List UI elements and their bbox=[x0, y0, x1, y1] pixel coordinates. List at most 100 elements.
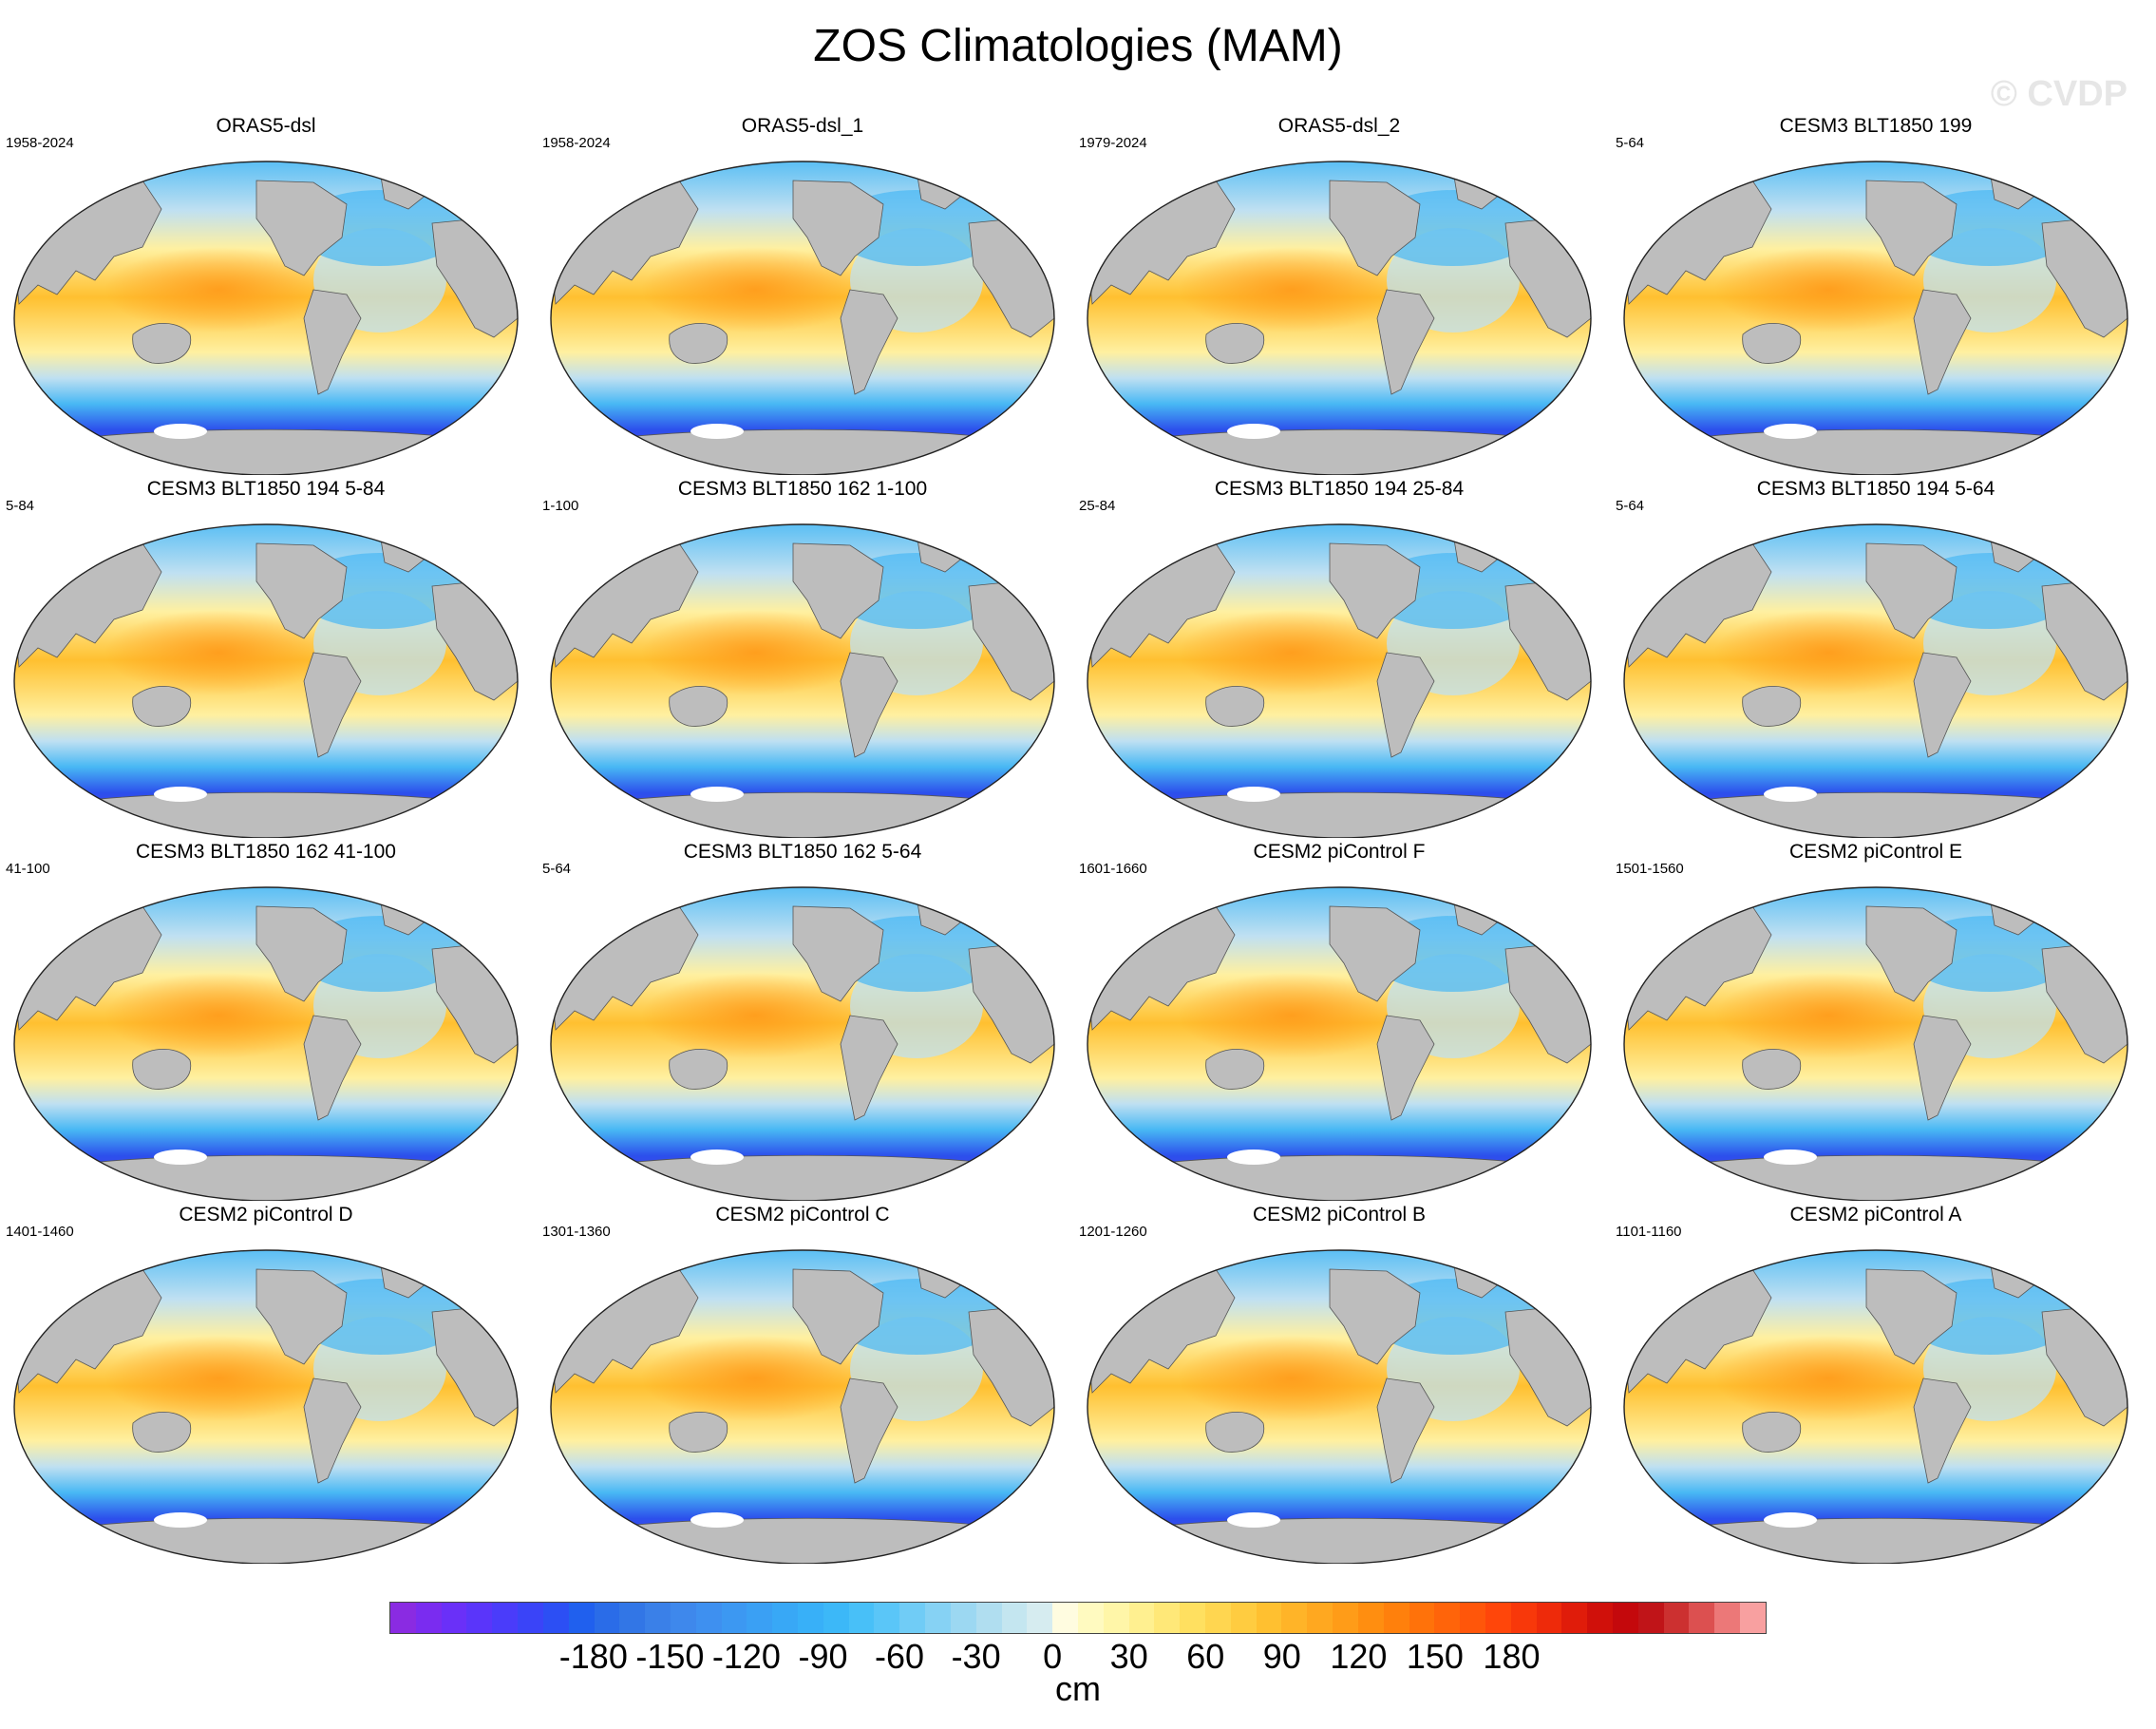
land-north-america bbox=[792, 542, 884, 639]
land-north-america bbox=[792, 905, 884, 1002]
land-australia bbox=[1742, 1411, 1802, 1453]
panel-years: 5-84 bbox=[6, 498, 35, 514]
map-panel: CESM3 BLT1850 162 41-100 41-100 bbox=[0, 840, 532, 1201]
land-antarctica bbox=[554, 791, 1050, 838]
land-australia bbox=[669, 1048, 728, 1090]
colorbar-swatch bbox=[1357, 1603, 1384, 1633]
colorbar-swatch bbox=[542, 1603, 569, 1633]
panel-title: ORAS5-dsl bbox=[216, 115, 316, 137]
panel-years: 1501-1560 bbox=[1616, 861, 1684, 877]
map-panel: CESM2 piControl D 1401-1460 bbox=[0, 1203, 532, 1564]
map-svg bbox=[13, 1249, 519, 1564]
panel-title: CESM2 piControl B bbox=[1252, 1204, 1427, 1226]
colorbar-swatch bbox=[899, 1603, 926, 1633]
land-north-america bbox=[1329, 905, 1421, 1002]
colorbar-swatch bbox=[823, 1603, 849, 1633]
panel-years: 1958-2024 bbox=[542, 135, 611, 151]
panel-title: ORAS5-dsl_1 bbox=[741, 115, 864, 137]
land-antarctica bbox=[1090, 1154, 1587, 1201]
land-north-america bbox=[1865, 1268, 1957, 1365]
colorbar-swatch bbox=[1205, 1603, 1231, 1633]
land-south-america bbox=[303, 1378, 362, 1484]
map-svg bbox=[550, 523, 1055, 838]
land-south-america bbox=[1376, 652, 1435, 758]
colorbar-swatch bbox=[568, 1603, 595, 1633]
colorbar-tick-label: 150 bbox=[1406, 1637, 1464, 1676]
colorbar-swatch bbox=[1613, 1603, 1638, 1633]
map-panel: CESM2 piControl F 1601-1660 bbox=[1073, 840, 1605, 1201]
land-antarctica bbox=[17, 1517, 514, 1564]
panel-title: CESM3 BLT1850 194 25-84 bbox=[1214, 478, 1465, 500]
panel-title: CESM2 piControl A bbox=[1789, 1204, 1962, 1226]
colorbar-swatch bbox=[1536, 1603, 1562, 1633]
land-antarctica bbox=[17, 428, 514, 475]
land-australia bbox=[1742, 1048, 1802, 1090]
land-south-america bbox=[303, 652, 362, 758]
map-svg bbox=[1087, 886, 1592, 1201]
colorbar-swatch bbox=[492, 1603, 519, 1633]
colorbar-tick-label: -60 bbox=[875, 1637, 925, 1676]
colorbar-swatch bbox=[1077, 1603, 1104, 1633]
land-south-america bbox=[1913, 289, 1972, 395]
colorbar-swatch bbox=[1460, 1603, 1485, 1633]
colorbar-swatch bbox=[1510, 1603, 1537, 1633]
map-svg bbox=[550, 886, 1055, 1201]
map-svg bbox=[1623, 1249, 2128, 1564]
land-australia bbox=[669, 322, 728, 364]
land-south-america bbox=[1376, 1015, 1435, 1121]
map-panel: CESM2 piControl E 1501-1560 bbox=[1610, 840, 2142, 1201]
colorbar-swatch bbox=[1027, 1603, 1053, 1633]
panel-title: CESM3 BLT1850 162 41-100 bbox=[136, 841, 396, 863]
land-south-america bbox=[840, 652, 898, 758]
panel-years: 5-64 bbox=[1616, 135, 1645, 151]
land-north-america bbox=[792, 180, 884, 276]
colorbar-swatch bbox=[466, 1603, 493, 1633]
colorbar-swatch bbox=[1409, 1603, 1435, 1633]
map-svg bbox=[1623, 161, 2128, 475]
panel-title: CESM3 BLT1850 199 bbox=[1779, 115, 1973, 137]
map-panel: CESM3 BLT1850 194 5-84 5-84 bbox=[0, 477, 532, 838]
map-panel: CESM3 BLT1850 194 25-84 25-84 bbox=[1073, 477, 1605, 838]
land-antarctica bbox=[1090, 791, 1587, 838]
colorbar-swatch bbox=[798, 1603, 823, 1633]
colorbar-swatch bbox=[772, 1603, 798, 1633]
land-north-america bbox=[1329, 180, 1421, 276]
land-north-america bbox=[1865, 905, 1957, 1002]
colorbar-tick-label: -150 bbox=[635, 1637, 705, 1676]
panel-years: 1979-2024 bbox=[1079, 135, 1147, 151]
land-north-america bbox=[255, 180, 348, 276]
panel-title: CESM2 piControl E bbox=[1788, 841, 1963, 863]
land-antarctica bbox=[1627, 791, 2124, 838]
colorbar-tick-label: 120 bbox=[1330, 1637, 1388, 1676]
colorbar-swatch bbox=[594, 1603, 620, 1633]
land-australia bbox=[132, 322, 192, 364]
map-svg bbox=[13, 886, 519, 1201]
colorbar-swatch bbox=[1052, 1603, 1078, 1633]
land-australia bbox=[132, 685, 192, 727]
colorbar-tick-label: 90 bbox=[1262, 1637, 1301, 1676]
colorbar-swatch bbox=[670, 1603, 696, 1633]
watermark: © CVDP bbox=[1990, 74, 2128, 114]
colorbar-swatch bbox=[1154, 1603, 1181, 1633]
land-antarctica bbox=[1627, 1154, 2124, 1201]
map-panel: CESM3 BLT1850 162 1-100 1-100 bbox=[537, 477, 1069, 838]
land-south-america bbox=[1376, 289, 1435, 395]
map-panel: CESM2 piControl B 1201-1260 bbox=[1073, 1203, 1605, 1564]
colorbar-tick-label: -30 bbox=[951, 1637, 1001, 1676]
colorbar-swatch bbox=[1689, 1603, 1715, 1633]
colorbar-swatch bbox=[1663, 1603, 1690, 1633]
map-panel: ORAS5-dsl_1 1958-2024 bbox=[537, 114, 1069, 475]
colorbar-tick-label: 30 bbox=[1109, 1637, 1148, 1676]
colorbar-tick-label: 0 bbox=[1043, 1637, 1063, 1676]
panel-years: 5-64 bbox=[1616, 498, 1645, 514]
panel-title: CESM3 BLT1850 194 5-84 bbox=[146, 478, 386, 500]
colorbar-swatch bbox=[1637, 1603, 1664, 1633]
panel-title: CESM2 piControl D bbox=[179, 1204, 353, 1226]
panel-title: CESM2 piControl F bbox=[1253, 841, 1426, 863]
panel-years: 1958-2024 bbox=[6, 135, 74, 151]
land-australia bbox=[1742, 685, 1802, 727]
map-svg bbox=[13, 161, 519, 475]
land-north-america bbox=[1329, 1268, 1421, 1365]
colorbar-swatch bbox=[925, 1603, 951, 1633]
colorbar-swatch bbox=[1333, 1603, 1358, 1633]
